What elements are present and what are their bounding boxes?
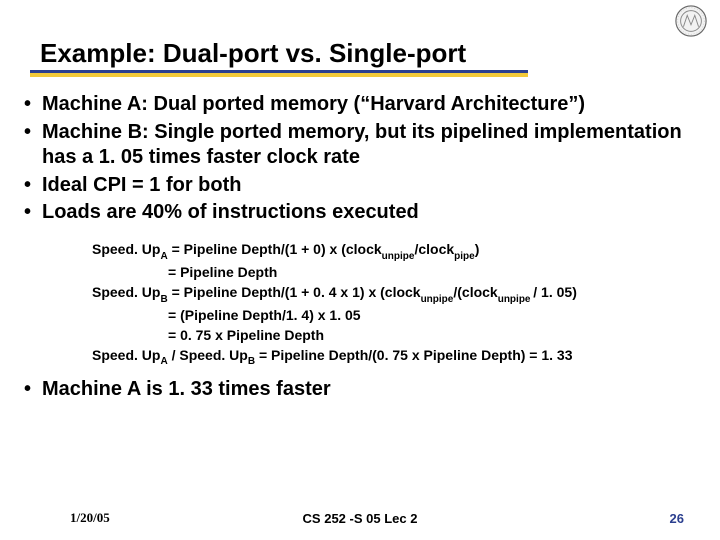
bullet-item: • Machine A is 1. 33 times faster — [24, 377, 704, 403]
eq-text: = Pipeline Depth/(1 + 0. 4 x 1) x (clock — [168, 284, 421, 300]
bullet-dot-icon: • — [24, 92, 42, 118]
eq-text: = Pipeline Depth/(0. 75 x Pipeline Depth… — [255, 347, 572, 363]
eq-text: = Pipeline Depth/(1 + 0) x (clock — [168, 241, 382, 257]
eq-text: /(clock — [453, 284, 497, 300]
eq-sub: pipe — [454, 251, 475, 262]
eq-sub: A — [160, 251, 167, 262]
bullet-item: • Loads are 40% of instructions executed — [24, 200, 704, 226]
slide-footer: 1/20/05 CS 252 -S 05 Lec 2 26 — [0, 506, 720, 526]
bullet-dot-icon: • — [24, 377, 42, 403]
title-underline-yellow — [30, 73, 528, 77]
eq-text: = (Pipeline Depth/1. 4) x 1. 05 — [92, 306, 361, 326]
footer-page-number: 26 — [670, 511, 684, 526]
eq-sub: unpipe — [498, 294, 534, 305]
bullet-item: • Machine B: Single ported memory, but i… — [24, 120, 704, 171]
eq-sub: unpipe — [382, 251, 415, 262]
eq-text: Speed. Up — [92, 241, 160, 257]
equations-block: Speed. UpA = Pipeline Depth/(1 + 0) x (c… — [92, 240, 704, 369]
equation-line: = 0. 75 x Pipeline Depth — [92, 326, 704, 346]
slide-body: • Machine A: Dual ported memory (“Harvar… — [24, 92, 704, 404]
bullet-text: Machine A: Dual ported memory (“Harvard … — [42, 92, 704, 118]
eq-sub: B — [248, 356, 255, 367]
bullet-dot-icon: • — [24, 200, 42, 226]
eq-text: = Pipeline Depth — [92, 263, 277, 283]
equation-line: Speed. UpB = Pipeline Depth/(1 + 0. 4 x … — [92, 283, 704, 306]
bullet-dot-icon: • — [24, 120, 42, 146]
eq-sub: A — [160, 356, 167, 367]
bullet-text: Machine B: Single ported memory, but its… — [42, 120, 704, 171]
bullet-text: Loads are 40% of instructions executed — [42, 200, 704, 226]
bullet-text: Machine A is 1. 33 times faster — [42, 377, 704, 403]
bullet-dot-icon: • — [24, 173, 42, 199]
equation-line: = (Pipeline Depth/1. 4) x 1. 05 — [92, 306, 704, 326]
eq-text: /clock — [414, 241, 454, 257]
slide: Example: Dual-port vs. Single-port • Mac… — [0, 0, 720, 540]
bullet-item: • Machine A: Dual ported memory (“Harvar… — [24, 92, 704, 118]
bullet-item: • Ideal CPI = 1 for both — [24, 173, 704, 199]
eq-sub: unpipe — [421, 294, 454, 305]
slide-title: Example: Dual-port vs. Single-port — [40, 38, 466, 69]
eq-text: = 0. 75 x Pipeline Depth — [92, 326, 324, 346]
eq-text: Speed. Up — [92, 284, 160, 300]
eq-text: / Speed. Up — [168, 347, 248, 363]
equation-line: = Pipeline Depth — [92, 263, 704, 283]
university-seal-icon — [674, 4, 708, 38]
eq-text: Speed. Up — [92, 347, 160, 363]
footer-course: CS 252 -S 05 Lec 2 — [0, 511, 720, 526]
eq-text: / 1. 05) — [533, 284, 577, 300]
eq-text: ) — [475, 241, 480, 257]
bullet-text: Ideal CPI = 1 for both — [42, 173, 704, 199]
equation-line: Speed. UpA / Speed. UpB = Pipeline Depth… — [92, 346, 704, 369]
equation-line: Speed. UpA = Pipeline Depth/(1 + 0) x (c… — [92, 240, 704, 263]
eq-sub: B — [160, 294, 167, 305]
